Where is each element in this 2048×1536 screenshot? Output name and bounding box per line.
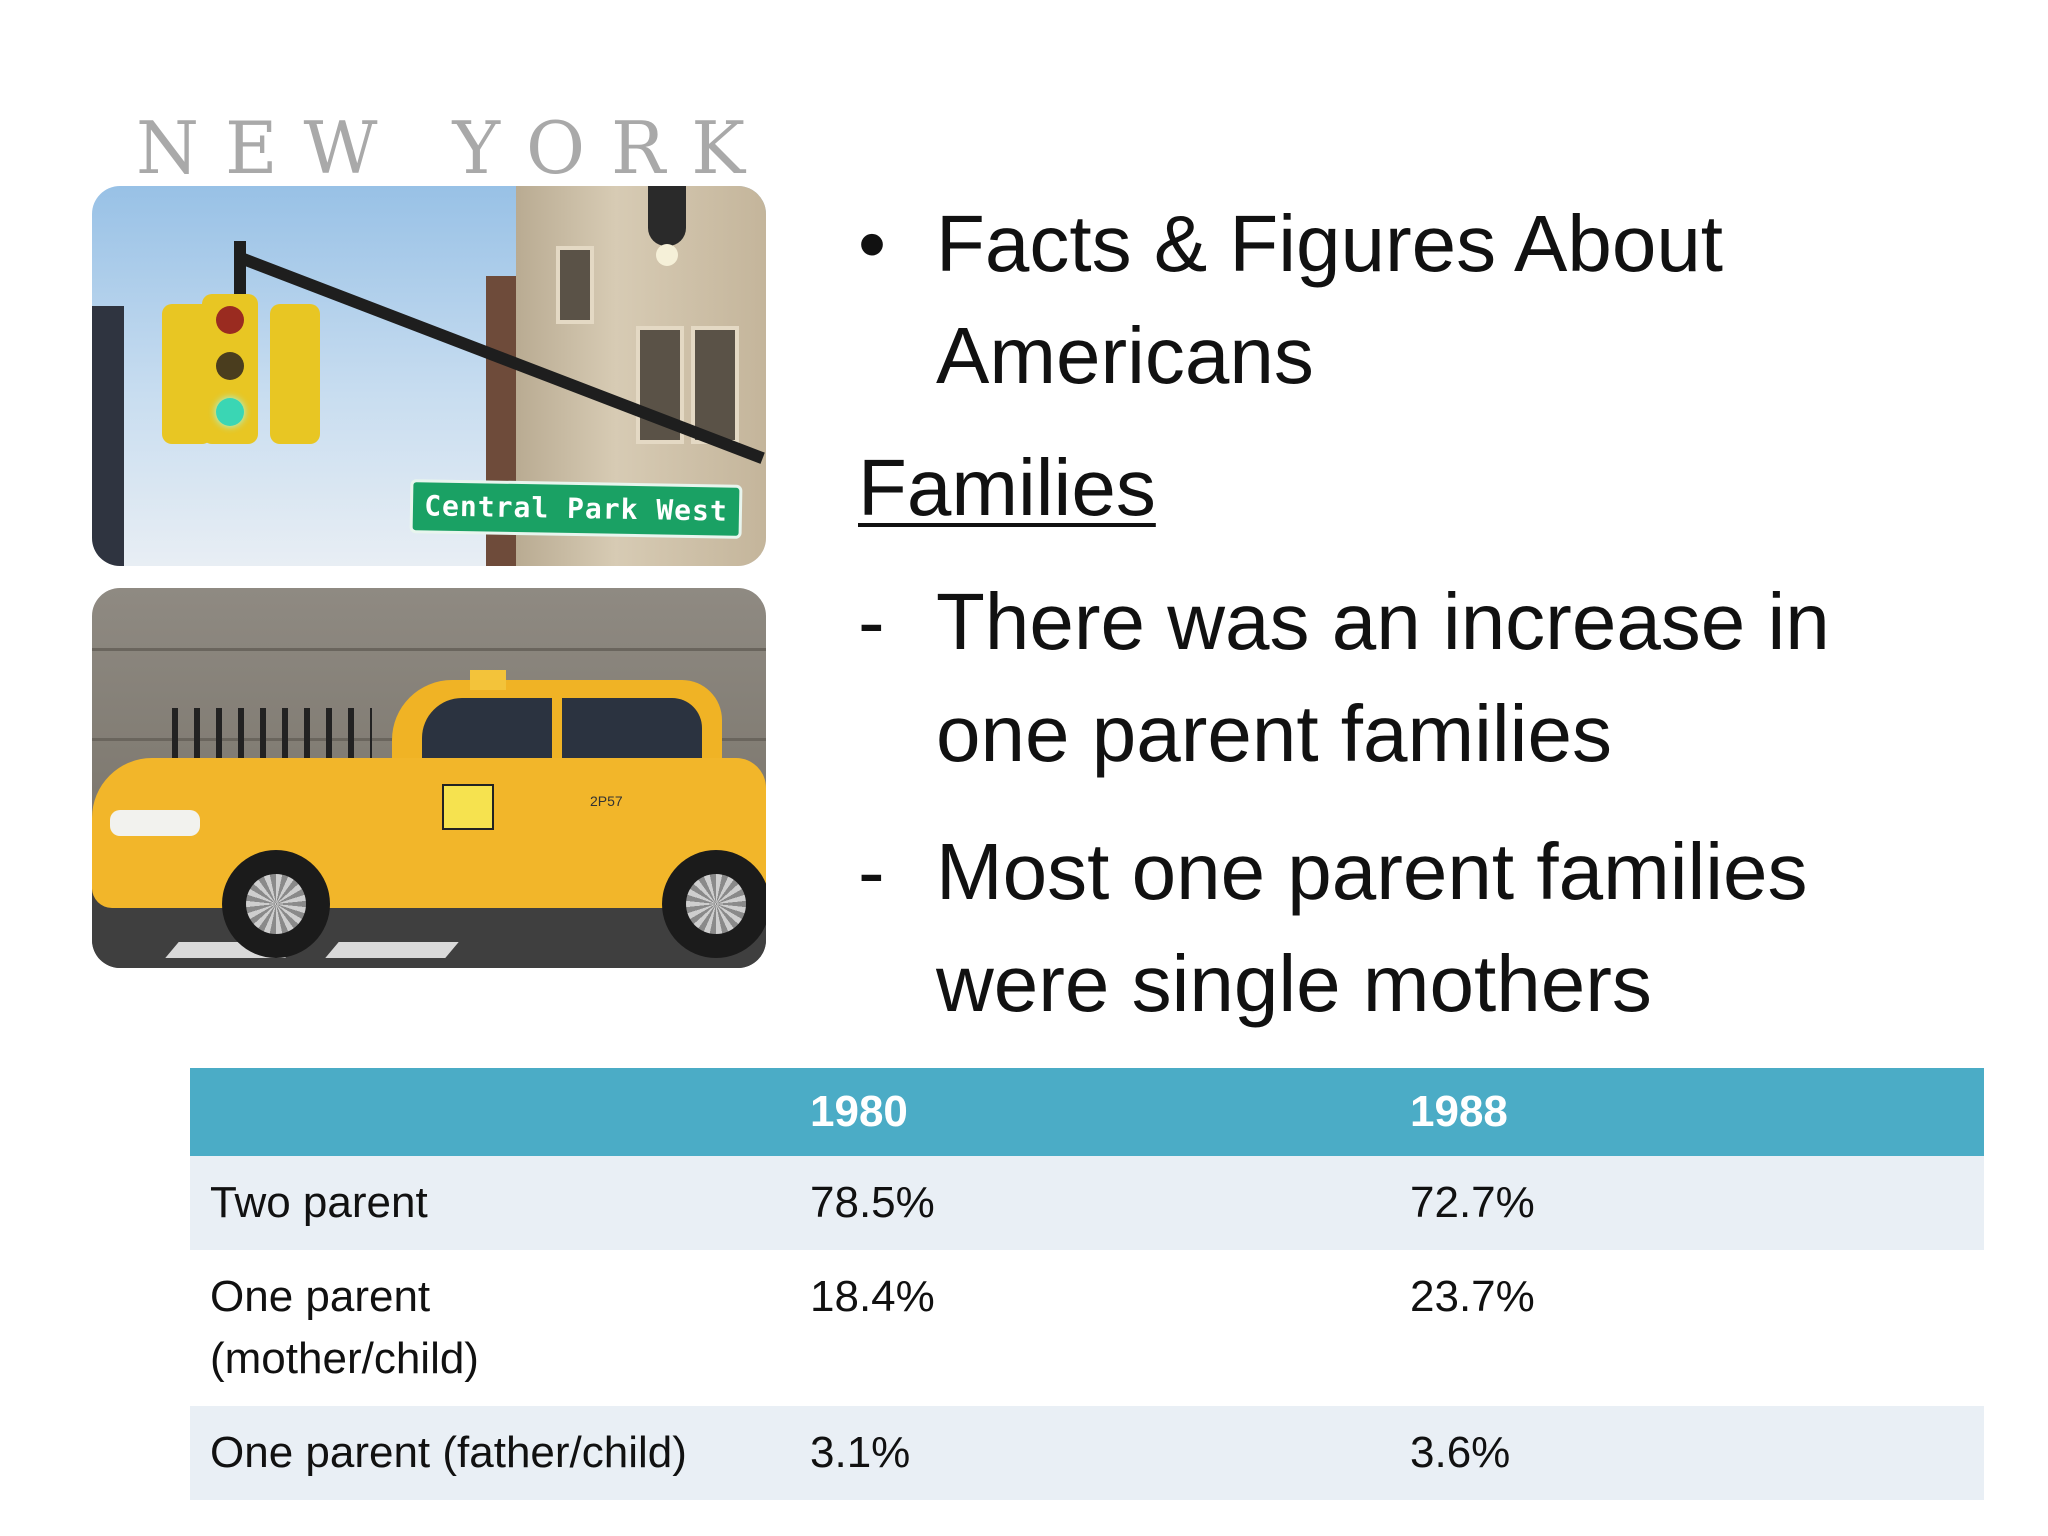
value-1988: 72.7% xyxy=(1390,1156,1984,1250)
taxi-photo: 2P57 xyxy=(92,588,766,968)
taxi-roof-sign xyxy=(470,670,506,690)
dash-marker: - xyxy=(858,827,885,916)
point-line-1: Most one parent families xyxy=(936,827,1808,916)
taxi-number: 2P57 xyxy=(590,793,623,809)
dash-marker: - xyxy=(858,577,885,666)
table-row: Two parent 78.5% 72.7% xyxy=(190,1156,1984,1250)
row-label: Two parent xyxy=(190,1156,790,1250)
value-1980: 78.5% xyxy=(790,1156,1390,1250)
section-heading: Families xyxy=(858,443,1156,532)
headlight xyxy=(110,810,200,836)
lamp-glow xyxy=(656,244,678,266)
value-1980: 18.4% xyxy=(790,1250,1390,1406)
street-lamp-icon xyxy=(648,186,686,246)
table-header-row: 1980 1988 xyxy=(190,1068,1984,1156)
fare-decal xyxy=(442,784,494,830)
header-1988: 1988 xyxy=(1390,1068,1984,1156)
taxi-icon xyxy=(92,758,766,908)
bullet-line-1: Facts & Figures About xyxy=(936,199,1724,288)
point-line-2: were single mothers xyxy=(936,939,1652,1028)
point-item: - There was an increase in one parent fa… xyxy=(858,566,2018,790)
point-item: - Most one parent families were single m… xyxy=(858,816,2018,1040)
row-label: One parent (mother/child) xyxy=(190,1250,790,1406)
point-line-1: There was an increase in xyxy=(936,577,1830,666)
point-line-2: one parent families xyxy=(936,689,1612,778)
header-1980: 1980 xyxy=(790,1068,1390,1156)
header-empty-cell xyxy=(190,1068,790,1156)
main-bullet: • Facts & Figures About Americans xyxy=(858,188,2018,412)
rear-wheel-icon xyxy=(662,850,766,958)
traffic-light-side xyxy=(270,304,320,444)
bullet-marker: • xyxy=(858,199,887,288)
families-table: 1980 1988 Two parent 78.5% 72.7% One par… xyxy=(190,1068,1984,1500)
slide-text: • Facts & Figures About Americans Famili… xyxy=(858,188,2018,1040)
row-label: One parent (father/child) xyxy=(190,1406,790,1500)
value-1988: 3.6% xyxy=(1390,1406,1984,1500)
traffic-light-photo: Central Park West xyxy=(92,186,766,566)
value-1980: 3.1% xyxy=(790,1406,1390,1500)
signal-pole xyxy=(234,241,246,301)
table-row: One parent (mother/child) 18.4% 23.7% xyxy=(190,1250,1984,1406)
dark-building xyxy=(92,306,124,566)
front-wheel-icon xyxy=(222,850,330,958)
table-row: One parent (father/child) 3.1% 3.6% xyxy=(190,1406,1984,1500)
collage-title: NEW YORK xyxy=(136,106,772,190)
bullet-line-2: Americans xyxy=(936,311,1314,400)
street-sign: Central Park West xyxy=(409,479,743,539)
value-1988: 23.7% xyxy=(1390,1250,1984,1406)
traffic-light-front xyxy=(202,294,258,444)
